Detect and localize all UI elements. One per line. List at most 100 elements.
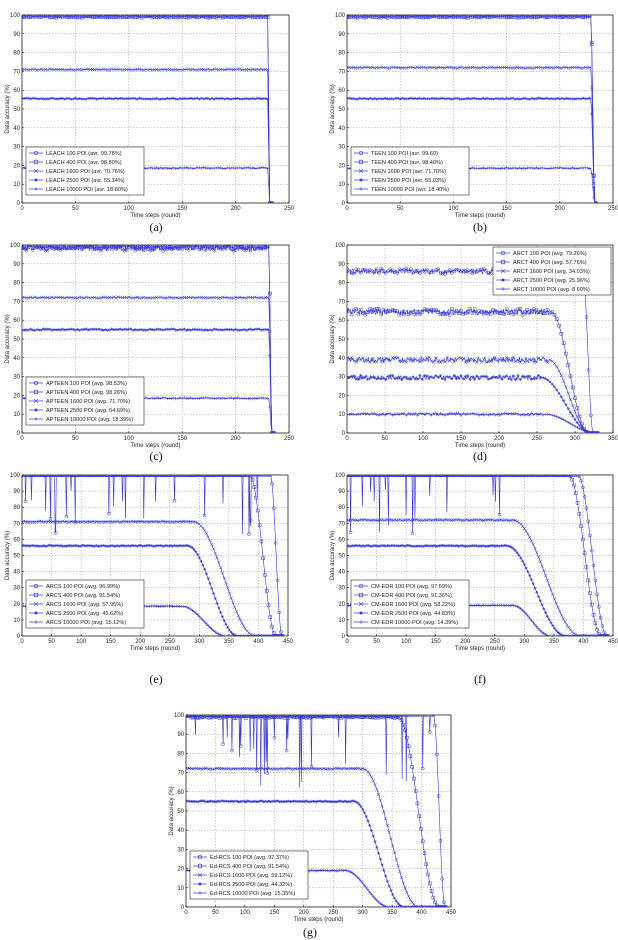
y-tick-label: 50 <box>338 107 345 113</box>
legend-marker <box>33 389 39 395</box>
legend: ARCT 100 POI (avg. 79.26%) ARCT 400 POI (… <box>492 246 612 296</box>
legend: Ed-RCS 100 POI (avg. 97.37%) Ed-RCS 400 P… <box>189 850 309 900</box>
series-markers-4 <box>22 543 285 636</box>
chart-panel-d: 0 50 100 150 200 250 300 350 0 10 20 30 40 50 60 70 80 90… <box>330 243 618 463</box>
y-tick-label: 70 <box>13 69 20 75</box>
legend-marker <box>500 259 506 265</box>
series-markers-4 <box>22 327 276 433</box>
y-tick-label: 60 <box>13 88 20 94</box>
series-line-5 <box>347 412 598 433</box>
y-tick-label: 50 <box>338 554 345 560</box>
legend-marker <box>501 278 505 282</box>
legend-entry: TEEN 400 POI (avr. 98.40%) <box>371 160 443 166</box>
x-tick-label: 350 <box>608 436 618 442</box>
legend-marker <box>34 178 38 182</box>
y-tick-label: 70 <box>338 69 345 75</box>
x-tick-label: 350 <box>224 639 235 645</box>
legend-entry: ARCT 400 POI (avg. 57.76%) <box>513 260 587 266</box>
y-tick-label: 40 <box>338 126 345 132</box>
y-tick-label: 40 <box>338 570 345 576</box>
series-markers-4 <box>186 799 448 907</box>
x-tick-label: 50 <box>382 436 389 442</box>
y-tick-label: 20 <box>13 163 20 169</box>
legend-entry: ARCS 10000 POI (avg. 15.12%) <box>46 620 126 626</box>
legend-box <box>25 579 145 629</box>
x-tick-label: 400 <box>253 639 264 645</box>
y-tick-label: 90 <box>338 32 345 38</box>
y-axis-label: Data accuracy (%) <box>330 314 336 363</box>
y-tick-label: 50 <box>13 337 20 343</box>
x-tick-label: 200 <box>460 639 471 645</box>
legend-marker <box>359 178 363 182</box>
x-tick-label: 150 <box>456 436 467 442</box>
legend-marker <box>33 601 39 607</box>
chart-panel-c: 0 50 100 150 200 2500102030405060708090100Tim… <box>5 243 295 463</box>
y-tick-label: 50 <box>13 554 20 560</box>
panel-caption: (d) <box>473 449 487 463</box>
y-axis-label: Data accuracy (%) <box>169 786 175 835</box>
legend-entry: LEACH 100 POI (avr. 99.78%) <box>46 151 122 157</box>
y-tick-label: 70 <box>177 771 184 777</box>
legend-entry: APTEEN 1600 POI (avg. 71.70%) <box>46 399 130 405</box>
x-axis-label: Time steps (round) <box>293 917 343 923</box>
y-axis-label: Data accuracy (%) <box>330 531 336 580</box>
y-tick-label: 20 <box>338 393 345 399</box>
x-tick-label: 350 <box>387 910 398 916</box>
legend-marker <box>359 187 363 191</box>
y-tick-label: 30 <box>13 375 20 381</box>
y-tick-label: 100 <box>335 13 346 19</box>
series-markers-3 <box>347 355 600 433</box>
x-tick-label: 250 <box>328 910 339 916</box>
y-tick-label: 0 <box>342 634 346 640</box>
series-markers-2 <box>347 15 598 203</box>
x-tick-label: 200 <box>555 206 566 212</box>
series-markers-3 <box>22 295 276 433</box>
legend-box <box>25 376 145 426</box>
y-tick-label: 80 <box>13 281 20 287</box>
x-tick-label: 50 <box>72 436 79 442</box>
y-tick-label: 30 <box>338 586 345 592</box>
legend-marker <box>33 398 39 404</box>
legend-entry: ARCT 2500 POI (avg. 25.96%) <box>513 278 590 284</box>
y-axis-label: Data accuracy (%) <box>5 314 11 363</box>
legend-marker <box>33 592 39 598</box>
y-tick-label: 10 <box>13 412 20 418</box>
y-tick-label: 0 <box>17 201 21 207</box>
x-tick-label: 250 <box>608 206 618 212</box>
legend-entry: APTEEN 400 POI (avg. 98.26%) <box>46 390 127 396</box>
legend-entry: CM-EDR 10000 POI (avg. 14.39%) <box>371 620 458 626</box>
y-tick-label: 100 <box>335 243 346 249</box>
x-tick-label: 300 <box>519 639 530 645</box>
legend-entry: TEEN 10000 POI (avr. 18.40%) <box>371 187 449 193</box>
y-tick-label: 60 <box>13 318 20 324</box>
series-markers-2 <box>22 15 274 203</box>
panel-caption: (a) <box>149 220 162 234</box>
legend-box <box>350 579 470 629</box>
y-tick-label: 40 <box>13 356 20 362</box>
y-tick-label: 100 <box>10 473 21 479</box>
legend-entry: LEACH 10000 POI (avr. 18.60%) <box>46 187 128 193</box>
y-tick-label: 60 <box>177 790 184 796</box>
y-tick-label: 80 <box>13 51 20 57</box>
x-tick-label: 100 <box>401 639 412 645</box>
x-tick-label: 150 <box>269 910 280 916</box>
x-tick-label: 200 <box>231 436 242 442</box>
y-tick-label: 90 <box>13 32 20 38</box>
y-tick-label: 20 <box>338 602 345 608</box>
y-tick-label: 30 <box>338 375 345 381</box>
y-tick-label: 100 <box>335 473 346 479</box>
y-tick-label: 50 <box>13 107 20 113</box>
legend-entry: CM-EDR 100 POI (avg. 97.59%) <box>371 584 452 590</box>
legend-entry: ARCS 2500 POI (avg. 45.62%) <box>46 611 123 617</box>
x-tick-label: 100 <box>240 910 251 916</box>
x-axis-label: Time steps (round) <box>455 213 505 219</box>
y-tick-label: 80 <box>338 505 345 511</box>
y-tick-label: 50 <box>177 809 184 815</box>
legend-marker <box>358 592 364 598</box>
legend-entry: TEEN 100 POI (avr. 99.60) <box>371 151 438 157</box>
legend-marker <box>359 611 363 615</box>
legend-entry: ARCS 100 POI (avg. 96.99%) <box>46 584 120 590</box>
x-tick-label: 450 <box>608 639 618 645</box>
legend-box <box>350 146 470 196</box>
y-tick-label: 90 <box>177 732 184 738</box>
